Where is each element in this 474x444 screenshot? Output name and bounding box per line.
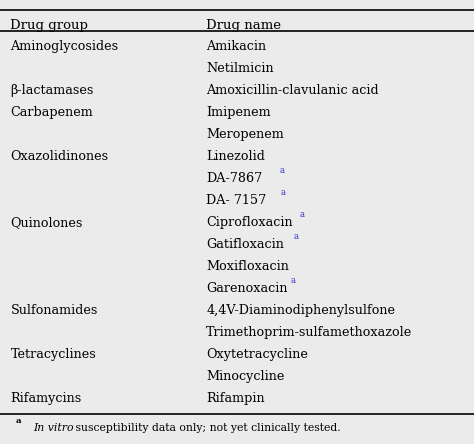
Text: Sulfonamides: Sulfonamides bbox=[10, 304, 98, 317]
Text: Meropenem: Meropenem bbox=[206, 128, 284, 141]
Text: a: a bbox=[294, 232, 299, 241]
Text: a: a bbox=[15, 417, 21, 425]
Text: DA- 7157: DA- 7157 bbox=[206, 194, 266, 207]
Text: Oxazolidinones: Oxazolidinones bbox=[10, 150, 109, 163]
Text: Drug group: Drug group bbox=[10, 19, 88, 32]
Text: a: a bbox=[280, 166, 285, 175]
Text: Amoxicillin-clavulanic acid: Amoxicillin-clavulanic acid bbox=[206, 84, 379, 97]
Text: 4,4V-Diaminodiphenylsulfone: 4,4V-Diaminodiphenylsulfone bbox=[206, 304, 395, 317]
Text: Ciprofloxacin: Ciprofloxacin bbox=[206, 216, 293, 229]
Text: Gatifloxacin: Gatifloxacin bbox=[206, 238, 284, 251]
Text: Linezolid: Linezolid bbox=[206, 150, 265, 163]
Text: Aminoglycosides: Aminoglycosides bbox=[10, 40, 118, 53]
Text: Rifampin: Rifampin bbox=[206, 392, 265, 404]
Text: Drug name: Drug name bbox=[206, 19, 281, 32]
Text: Quinolones: Quinolones bbox=[10, 216, 83, 229]
Text: Moxifloxacin: Moxifloxacin bbox=[206, 260, 289, 273]
Text: β-lactamases: β-lactamases bbox=[10, 84, 94, 97]
Text: susceptibility data only; not yet clinically tested.: susceptibility data only; not yet clinic… bbox=[72, 423, 341, 433]
Text: Oxytetracycline: Oxytetracycline bbox=[206, 348, 308, 361]
Text: Imipenem: Imipenem bbox=[206, 106, 271, 119]
Text: Netilmicin: Netilmicin bbox=[206, 62, 274, 75]
Text: a: a bbox=[281, 188, 286, 197]
Text: Trimethoprim-sulfamethoxazole: Trimethoprim-sulfamethoxazole bbox=[206, 326, 412, 339]
Text: Amikacin: Amikacin bbox=[206, 40, 266, 53]
Text: Tetracyclines: Tetracyclines bbox=[10, 348, 96, 361]
Text: In vitro: In vitro bbox=[33, 423, 73, 433]
Text: Carbapenem: Carbapenem bbox=[10, 106, 93, 119]
Text: Minocycline: Minocycline bbox=[206, 369, 284, 383]
Text: Rifamycins: Rifamycins bbox=[10, 392, 82, 404]
Text: a: a bbox=[300, 210, 305, 219]
Text: a: a bbox=[291, 276, 296, 285]
Text: DA-7867: DA-7867 bbox=[206, 172, 263, 185]
Text: Garenoxacin: Garenoxacin bbox=[206, 282, 288, 295]
